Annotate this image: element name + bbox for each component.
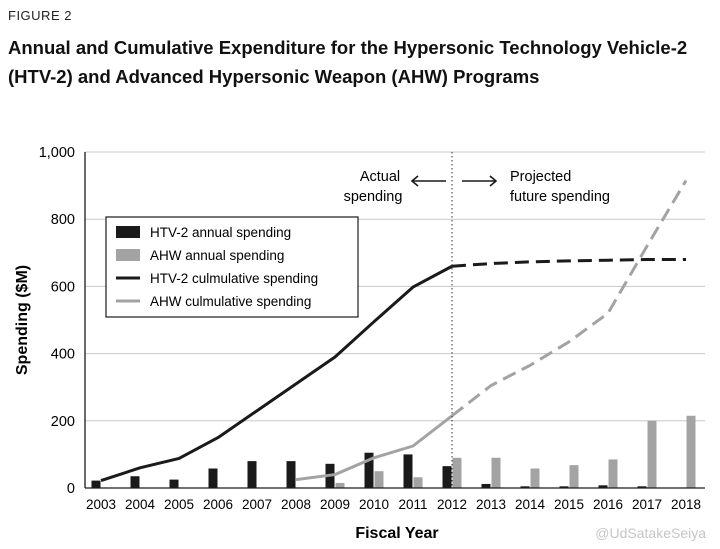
legend-box [105, 216, 359, 318]
y-tick-label: 200 [51, 414, 75, 430]
y-axis-title: Spending ($M) [14, 265, 31, 375]
x-tick-label: 2015 [554, 497, 584, 512]
y-tick-label: 800 [51, 212, 75, 228]
x-tick-label: 2012 [437, 497, 467, 512]
figure-title-line-2: (HTV-2) and Advanced Hypersonic Weapon (… [8, 66, 540, 87]
legend-label: AHW annual spending [150, 248, 284, 263]
bar-htv2-annual [169, 479, 179, 488]
axes: 0 200 400 600 800 1,000 2003 2004 2005 2006 2007 20… [39, 145, 705, 512]
x-tick-label: 2009 [320, 497, 350, 512]
legend-label: HTV-2 annual spending [150, 225, 291, 240]
annotation-projected-line-2: future spending [510, 189, 610, 205]
bar-ahw-annual [647, 420, 657, 488]
x-tick-label: 2006 [203, 497, 233, 512]
bar-htv2-annual [247, 461, 257, 488]
bar-htv2-annual [637, 486, 647, 488]
x-tick-label: 2016 [593, 497, 623, 512]
bar-htv2-annual [559, 486, 569, 488]
bar-ahw-annual [569, 465, 579, 488]
legend-label: AHW culmulative spending [150, 294, 311, 309]
figure-title: Annual and Cumulative Expenditure for th… [8, 33, 708, 91]
bar-ahw-annual [413, 477, 423, 488]
y-tick-label: 0 [67, 481, 75, 497]
x-tick-label: 2010 [359, 497, 389, 512]
bar-ahw-annual [335, 482, 345, 488]
figure-label: FIGURE 2 [8, 8, 72, 23]
legend-label: HTV-2 culmulative spending [150, 271, 318, 286]
bar-htv2-annual [403, 454, 413, 488]
x-tick-label: 2018 [671, 497, 701, 512]
watermark: @UdSatakeSeiya [595, 525, 706, 541]
bar-htv2-annual [442, 466, 452, 488]
arrow-left-icon [410, 175, 446, 187]
figure-title-line-1: Annual and Cumulative Expenditure for th… [8, 37, 688, 58]
x-tick-label: 2007 [242, 497, 272, 512]
annotation-projected-line-1: Projected [510, 169, 571, 185]
bar-htv2-annual [208, 468, 218, 488]
bar-ahw-annual [530, 468, 540, 488]
bar-ahw-annual [608, 459, 618, 488]
annotation-actual-line-2: spending [344, 189, 403, 205]
bar-htv2-annual [286, 461, 296, 488]
y-tick-label: 1,000 [39, 145, 75, 161]
bar-htv2-annual [598, 485, 608, 488]
x-tick-label: 2005 [164, 497, 194, 512]
htv2-cumulative-projected-line [451, 258, 686, 268]
x-tick-label: 2004 [125, 497, 156, 512]
ahw-cumulative-actual-line [295, 414, 453, 482]
y-tick-label: 400 [51, 347, 75, 363]
x-tick-label: 2014 [515, 497, 546, 512]
x-tick-label: 2003 [86, 497, 116, 512]
cumulative-lines [100, 179, 688, 483]
legend-swatch [116, 249, 140, 261]
bar-ahw-annual [452, 457, 462, 488]
bar-htv2-annual [364, 452, 374, 488]
ahw-cumulative-projected-line [451, 179, 688, 417]
x-tick-label: 2017 [632, 497, 662, 512]
annotation-actual-line-1: Actual [360, 169, 400, 185]
y-tick-label: 600 [51, 279, 75, 295]
bar-ahw-annual [374, 471, 384, 488]
arrow-right-icon [462, 175, 498, 187]
x-axis-title: Fiscal Year [355, 525, 438, 542]
bar-htv2-annual [481, 483, 491, 488]
htv2-cumulative-actual-line [100, 264, 453, 483]
legend: HTV-2 annual spending AHW annual spending… [105, 216, 359, 318]
bar-htv2-annual [520, 486, 530, 488]
x-tick-label: 2008 [281, 497, 311, 512]
bar-ahw-annual [491, 457, 501, 488]
bar-htv2-annual [91, 480, 101, 488]
legend-swatch [116, 226, 140, 238]
annotations: Actual spending Projected future spendin… [344, 169, 610, 205]
x-tick-label: 2011 [398, 497, 427, 512]
bar-htv2-annual [130, 476, 140, 488]
x-tick-label: 2013 [476, 497, 506, 512]
bar-ahw-annual [686, 415, 696, 488]
bars [91, 415, 696, 488]
gridlines [85, 151, 705, 422]
